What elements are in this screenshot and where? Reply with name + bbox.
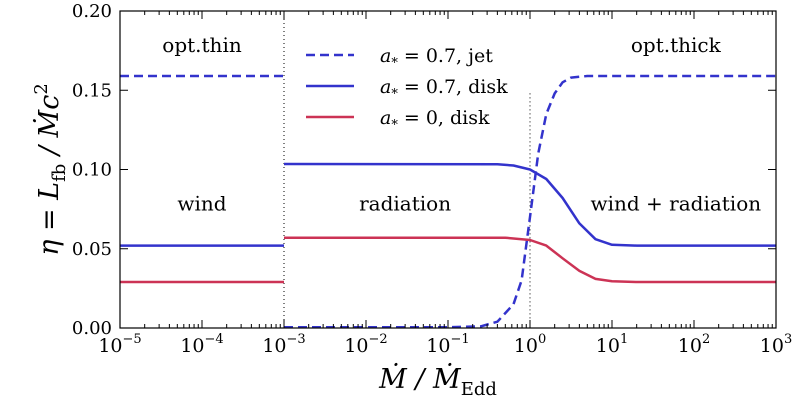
x-tick-exponent: −3 [287,332,306,347]
x-tick-base: 10 [596,335,620,357]
x-tick-base: 10 [678,335,702,357]
legend-entry: a* = 0, disk [380,107,490,133]
legend-entry: a* = 0.7, disk [380,76,508,102]
x-tick-label: 10−3 [262,332,305,357]
legend-subscript: * [391,118,398,133]
x-tick-label: 10−4 [180,332,223,357]
legend-subscript: * [391,87,398,102]
legend-text: = 0.7, jet [398,45,493,67]
x-tick-exponent: −4 [205,332,224,347]
y-axis-label-rest: / Ṁc [32,95,65,164]
series-line-1-segment-1 [283,162,776,247]
region-annotation: wind [177,191,226,215]
legend-subscript: * [391,56,398,71]
y-axis-label-superscript: 2 [31,83,52,94]
legend-text: = 0, disk [398,107,490,129]
x-tick-base: 10 [514,335,538,357]
region-annotation: radiation [359,191,451,215]
x-tick-label: 10−5 [98,332,141,357]
x-tick-base: 10 [426,335,450,357]
y-tick-label: 0.20 [72,1,112,22]
legend-symbol: a [380,107,391,129]
legend-symbol: a [380,76,391,98]
x-tick-base: 10 [344,335,368,357]
region-annotation: opt.thin [162,33,242,57]
x-axis-label-main: Ṁ / Ṁ [378,362,462,395]
y-tick-label: 0.15 [72,80,112,101]
y-axis-label: η = Lfb / Ṁc2 [31,83,70,256]
y-tick-label: 0.10 [72,160,112,181]
x-tick-label: 101 [596,332,628,357]
x-tick-exponent: −1 [451,332,470,347]
x-tick-label: 103 [760,332,792,357]
y-axis-label-subscript: fb [49,164,70,182]
x-tick-base: 10 [760,335,784,357]
y-tick-label: 0.00 [72,318,112,339]
x-tick-exponent: 2 [702,332,710,347]
legend-text: = 0.7, disk [398,76,508,98]
x-tick-exponent: 1 [620,332,628,347]
legend-entry: a* = 0.7, jet [380,45,493,71]
legend-symbol: a [380,45,391,67]
x-tick-exponent: −2 [369,332,388,347]
y-axis-label-main: η = L [34,182,65,256]
x-tick-base: 10 [98,335,122,357]
x-tick-label: 102 [678,332,710,357]
region-annotation: wind + radiation [590,191,761,215]
x-axis-label-subscript: Edd [461,379,497,400]
x-tick-label: 10−1 [426,332,469,357]
x-tick-exponent: −5 [123,332,142,347]
x-tick-exponent: 3 [784,332,792,347]
x-tick-label: 10−2 [344,332,387,357]
series-line-0-segment-1 [284,74,776,329]
x-tick-label: 100 [514,332,546,357]
x-tick-base: 10 [262,335,286,357]
series-line-2-segment-1 [284,236,776,284]
y-tick-label: 0.05 [72,239,112,260]
x-tick-base: 10 [180,335,204,357]
region-annotation: opt.thick [631,33,722,57]
x-axis-label: Ṁ / ṀEdd [378,362,497,400]
x-tick-exponent: 0 [538,332,546,347]
